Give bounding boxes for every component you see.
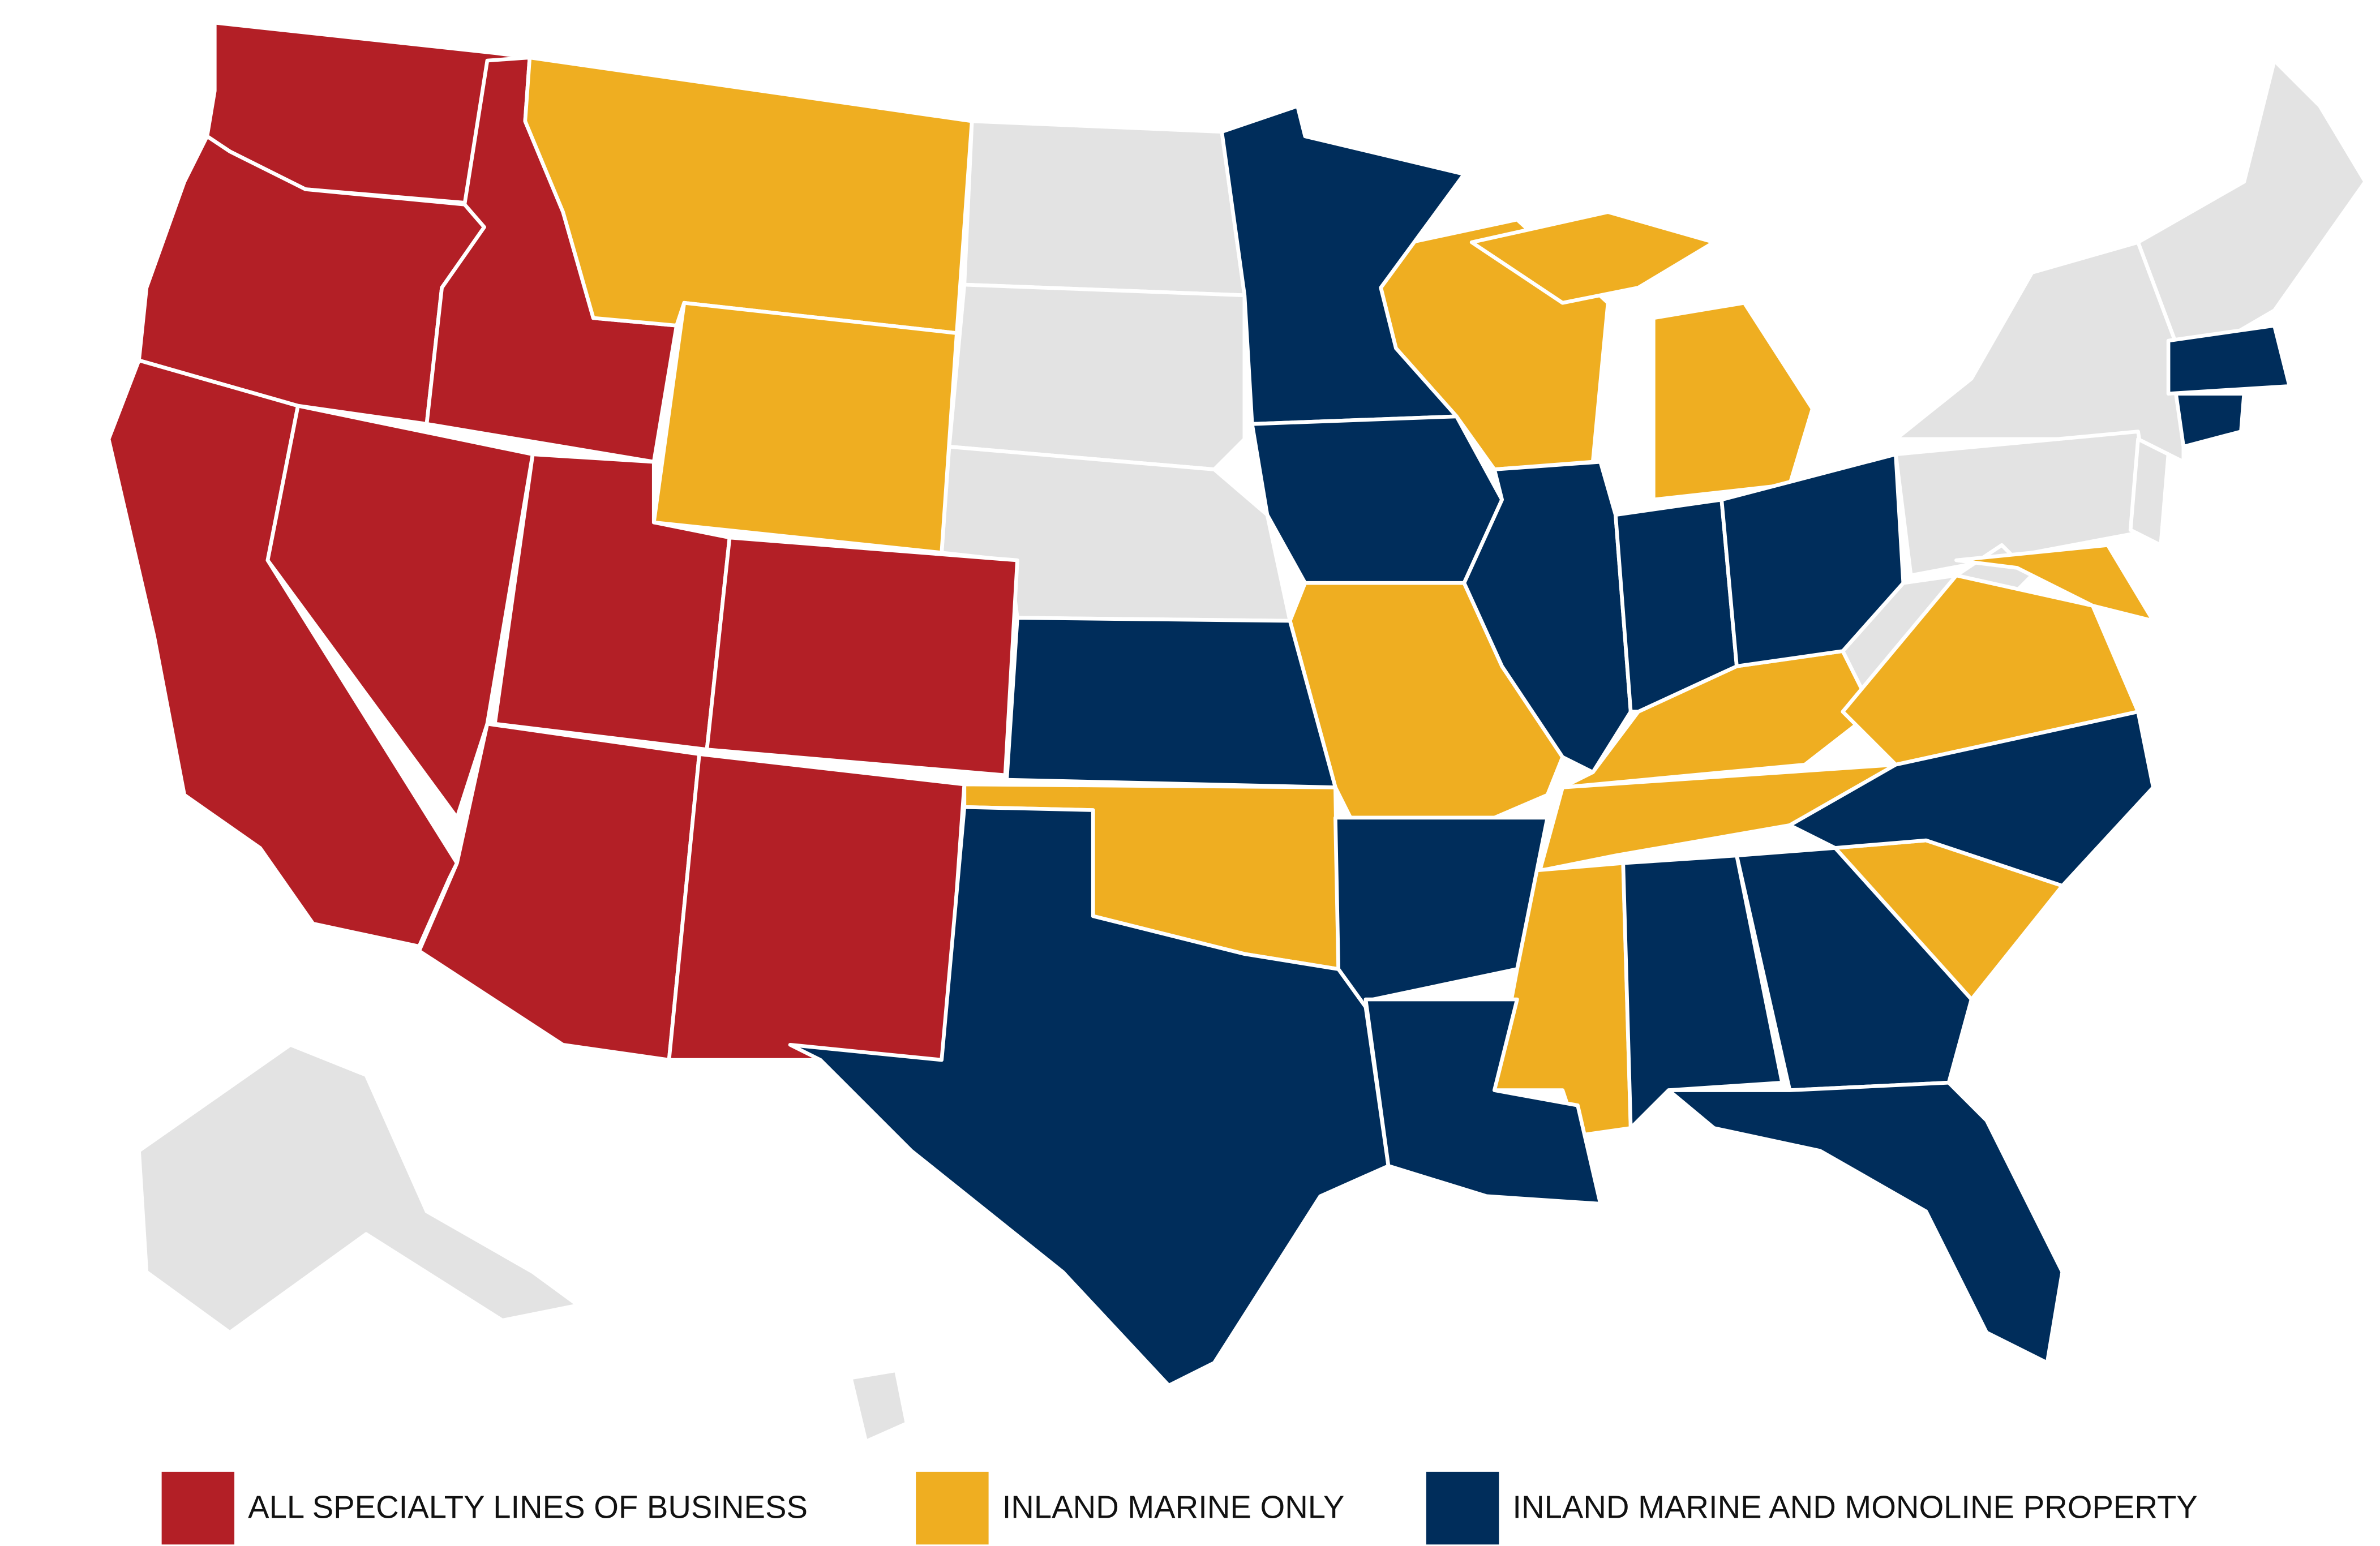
state	[1666, 1080, 2065, 1365]
state	[1005, 616, 1337, 789]
state	[1735, 846, 1974, 1092]
states	[106, 20, 2368, 1444]
state	[1719, 452, 1906, 668]
state	[947, 282, 1247, 471]
state	[265, 403, 535, 820]
state	[1538, 762, 1898, 873]
state	[705, 535, 1019, 778]
state	[1614, 497, 1739, 714]
state	[788, 805, 1391, 1388]
state	[962, 119, 1247, 298]
state	[1363, 997, 1602, 1206]
state	[2166, 323, 2292, 396]
legend-label: ALL SPECIALTY LINES OF BUSINESS	[248, 1489, 808, 1525]
state	[1462, 459, 1633, 775]
state	[651, 300, 959, 555]
state	[667, 752, 967, 1062]
state	[1220, 104, 1466, 426]
state	[1787, 710, 2155, 888]
legend: ALL SPECIALTY LINES OF BUSINESS INLAND MA…	[161, 1471, 2198, 1545]
legend-swatch	[1426, 1471, 1499, 1545]
state	[1841, 573, 2140, 767]
state	[1250, 414, 1504, 585]
legend-swatch	[161, 1471, 235, 1545]
legend-label: INLAND MARINE AND MONOLINE PROPERTY	[1512, 1489, 2197, 1525]
legend-label: INLAND MARINE ONLY	[1002, 1489, 1345, 1525]
state	[2174, 392, 2246, 449]
state	[1954, 543, 2155, 623]
state	[1651, 300, 1815, 502]
state	[2136, 58, 2368, 366]
state	[848, 1368, 909, 1444]
state	[1469, 210, 1716, 305]
state	[1621, 853, 1785, 1130]
state	[2128, 437, 2171, 547]
state	[1894, 240, 2186, 464]
state	[523, 55, 974, 336]
legend-swatch	[916, 1471, 989, 1545]
state	[137, 1042, 580, 1335]
